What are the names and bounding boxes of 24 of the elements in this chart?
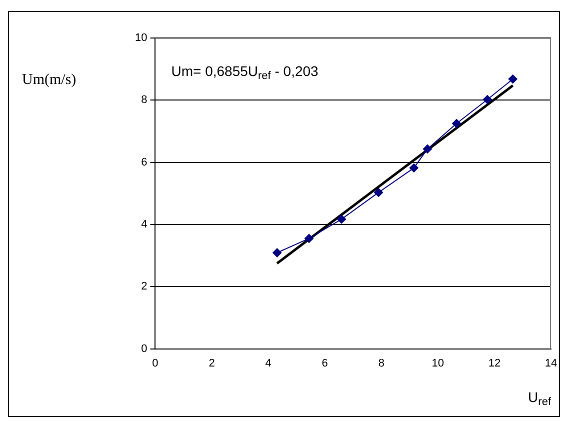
x-tick-label: 6 bbox=[322, 357, 328, 370]
y-tick-label: 4 bbox=[141, 218, 148, 231]
point bbox=[304, 234, 314, 243]
y-tick-label: 10 bbox=[134, 32, 148, 44]
point bbox=[452, 118, 462, 128]
point bbox=[272, 248, 282, 258]
point bbox=[409, 163, 418, 172]
x-tick-label: 2 bbox=[208, 357, 215, 370]
point bbox=[422, 144, 432, 154]
x-tick-label: 0 bbox=[152, 357, 158, 370]
y-tick-label: 8 bbox=[141, 94, 148, 106]
y-axis-title: Um(m/s) bbox=[22, 72, 76, 88]
x-tick-label: 10 bbox=[432, 357, 444, 370]
x-tick-label: 14 bbox=[544, 357, 558, 370]
x-tick-label: 8 bbox=[378, 357, 384, 370]
y-tick-label: 6 bbox=[141, 156, 148, 168]
y-tick-label: 2 bbox=[141, 280, 148, 293]
point bbox=[508, 74, 518, 84]
point bbox=[482, 95, 492, 104]
point bbox=[374, 188, 384, 197]
y-tick-label: 0 bbox=[141, 342, 148, 355]
point bbox=[337, 214, 346, 224]
x-tick-label: 4 bbox=[265, 357, 272, 370]
x-tick-label: 12 bbox=[488, 357, 501, 370]
